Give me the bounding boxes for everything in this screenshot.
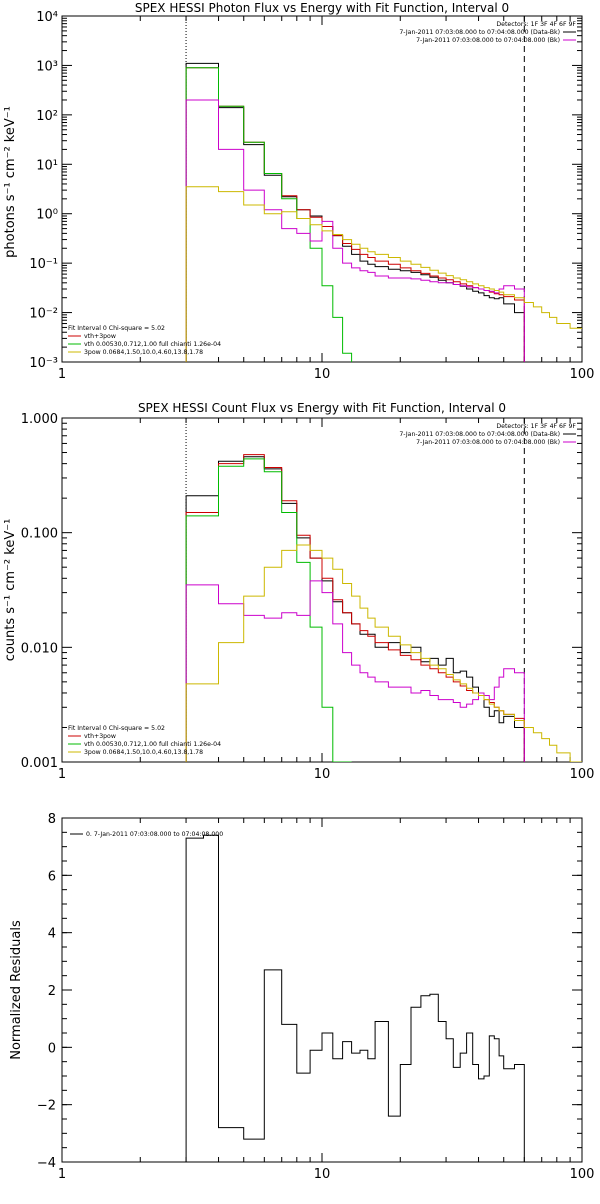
legend-text: vth+3pow: [84, 733, 116, 740]
count-flux-ylabel: counts s⁻¹ cm⁻² keV⁻¹: [3, 519, 18, 662]
y-tick-label: 0.001: [21, 756, 58, 771]
series-line-0: [185, 456, 525, 762]
legend-text: 7-Jan-2011 07:03:08.000 to 07:04:08.000 …: [416, 37, 560, 44]
series-group: [185, 454, 582, 762]
y-tick-label: 10⁰: [36, 208, 58, 223]
y-tick-label: −2: [37, 1099, 56, 1114]
x-tick-label: 100: [570, 767, 595, 782]
legend-text: vth 0.00530,0.712,1.00 full chianti 1.26…: [84, 741, 221, 748]
y-tick-label: 0.100: [21, 527, 58, 542]
y-tick-label: 2: [48, 984, 56, 999]
series-line-1: [185, 67, 525, 362]
y-tick-label: 4: [48, 927, 56, 942]
y-tick-label: 10⁴: [36, 10, 58, 25]
series-line-2: [185, 458, 352, 762]
series-line-4: [185, 186, 582, 362]
series-group: [185, 834, 525, 1162]
y-tick-label: 0.010: [21, 641, 58, 656]
legend-text: 7-Jan-2011 07:03:08.000 to 07:04:08.000 …: [399, 29, 560, 36]
legend-text: Fit Interval 0 Chi-square = 5.02: [68, 325, 165, 332]
y-tick-label: 1.000: [21, 412, 58, 427]
legend-text: vth+3pow: [84, 333, 116, 340]
series-group: [185, 62, 582, 362]
y-tick-label: 10⁻²: [29, 307, 58, 322]
legend-bottom-left: Fit Interval 0 Chi-square = 5.02vth+3pow…: [68, 725, 221, 756]
legend-text: Detectors: 1F 3F 4F 6F 9F: [496, 423, 576, 430]
legend-text: Detectors: 1F 3F 4F 6F 9F: [496, 21, 576, 28]
y-tick-label: 8: [48, 812, 56, 827]
y-tick-label: 0: [48, 1041, 56, 1056]
plot-frame: [61, 15, 583, 363]
count-flux-panel: SPEX HESSI Count Flux vs Energy with Fit…: [3, 401, 594, 782]
y-tick-label: 10³: [36, 59, 58, 74]
series-line-1: [185, 454, 525, 762]
y-tick-label: 10⁻¹: [29, 257, 58, 272]
legend-text: 3pow 0.0684,1.50,10.0,4.60,13.8,1.78: [84, 349, 203, 356]
legend-top-right: Detectors: 1F 3F 4F 6F 9F7-Jan-2011 07:0…: [399, 423, 576, 446]
residuals-ylabel: Normalized Residuals: [9, 920, 24, 1060]
series-line-4: [185, 544, 582, 762]
legend-text: 7-Jan-2011 07:03:08.000 to 07:04:08.000 …: [399, 431, 560, 438]
legend-bottom-left: Fit Interval 0 Chi-square = 5.02vth+3pow…: [68, 325, 221, 356]
y-tick-label: 10⁻³: [29, 356, 58, 371]
x-tick-label: 100: [570, 367, 595, 382]
x-tick-label: 1: [58, 767, 66, 782]
photon-flux-ylabel: photons s⁻¹ cm⁻² keV⁻¹: [3, 106, 18, 258]
legend-text: 7-Jan-2011 07:03:08.000 to 07:04:08.000 …: [416, 439, 560, 446]
y-tick-label: 10²: [36, 109, 58, 124]
series-line-2: [185, 67, 353, 362]
x-tick-label: 1: [58, 367, 66, 382]
plot-frame: [61, 817, 583, 1163]
x-tick-label: 10: [314, 767, 331, 782]
x-tick-label: 1: [58, 1167, 66, 1182]
y-tick-label: 10¹: [36, 158, 58, 173]
y-tick-label: −4: [37, 1156, 56, 1171]
legend-top-right: Detectors: 1F 3F 4F 6F 9F7-Jan-2011 07:0…: [399, 21, 576, 44]
count-flux-title: SPEX HESSI Count Flux vs Energy with Fit…: [138, 401, 506, 415]
residuals-panel: Normalized Residuals 1 10 100 −4 −2 0 2 4 6 8 0. 7…: [9, 812, 594, 1182]
legend-text: 3pow 0.0684,1.50,10.0,4.60,13.8,1.78: [84, 749, 203, 756]
x-tick-label: 100: [570, 1167, 595, 1182]
legend-text: vth 0.00530,0.712,1.00 full chianti 1.26…: [84, 341, 221, 348]
y-tick-label: 6: [48, 869, 56, 884]
series-line-0: [185, 62, 525, 362]
legend-text: 0. 7-Jan-2011 07:03:08.000 to 07:04:08.0…: [86, 831, 223, 838]
x-tick-label: 10: [314, 1167, 331, 1182]
x-tick-label: 10: [314, 367, 331, 382]
series-line-3: [185, 99, 525, 362]
legend-text: Fit Interval 0 Chi-square = 5.02: [68, 725, 165, 732]
series-line-3: [185, 580, 525, 762]
photon-flux-title: SPEX HESSI Photon Flux vs Energy with Fi…: [135, 1, 509, 15]
series-line-0: [185, 834, 525, 1162]
photon-flux-panel: SPEX HESSI Photon Flux vs Energy with Fi…: [3, 1, 594, 382]
legend-top-left: 0. 7-Jan-2011 07:03:08.000 to 07:04:08.0…: [70, 831, 223, 838]
